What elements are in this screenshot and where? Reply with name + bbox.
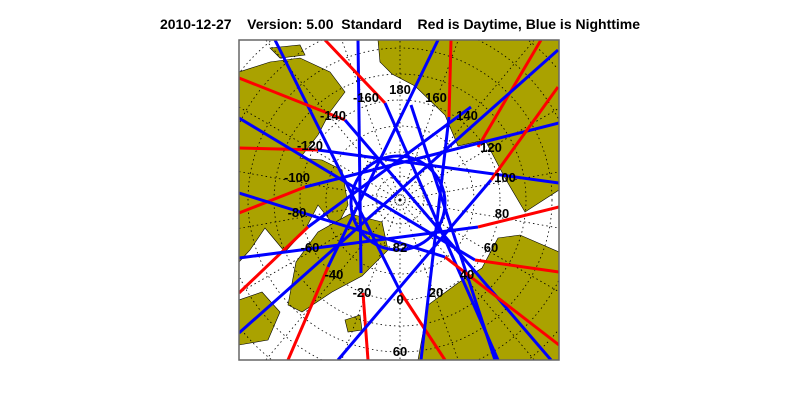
daytime-track (323, 40, 387, 105)
nighttime-track (239, 225, 479, 260)
title-mode: Standard (341, 16, 402, 32)
map-frame (238, 39, 560, 361)
latitude-circle (239, 40, 323, 123)
latitude-circle (528, 40, 558, 69)
longitude-label: 20 (429, 285, 443, 300)
land-polygon (377, 40, 559, 213)
nighttime-track (239, 48, 559, 335)
longitude-label: 160 (425, 90, 447, 105)
land-polygon (287, 213, 389, 313)
latitude-circle (239, 277, 323, 360)
longitude-line (239, 171, 401, 201)
nighttime-track (419, 116, 451, 360)
longitude-label: 40 (460, 267, 474, 282)
satellite-tracks (239, 40, 559, 360)
daytime-track (477, 205, 559, 229)
longitude-label: 120 (480, 140, 502, 155)
daytime-track (447, 40, 453, 118)
longitude-label: 140 (456, 108, 478, 123)
latitude-circle (528, 331, 558, 360)
latitude-circle (299, 99, 501, 301)
latitude-circle (325, 125, 475, 275)
longitude-label: -80 (288, 205, 307, 220)
daytime-track (399, 292, 447, 360)
latitude-circle (273, 73, 527, 327)
longitude-label: -100 (284, 170, 310, 185)
nighttime-track (326, 40, 440, 268)
daytime-track (239, 146, 319, 152)
longitude-label: 0 (396, 292, 403, 307)
nighttime-track (304, 121, 559, 189)
daytime-track (286, 266, 330, 360)
nighttime-track (336, 179, 493, 360)
longitude-line (341, 199, 401, 360)
grid-labels: 180 160 140 120 100 80 60 40 20 0 -20 -40 -60 -80 -100… (284, 82, 516, 359)
nighttime-track (409, 104, 497, 360)
plot-title: 2010-12-27 Version: 5.00 Standard Red is… (0, 16, 800, 32)
daytime-track (239, 225, 310, 295)
latitude-label: 82 (393, 240, 407, 255)
nighttime-track (317, 148, 559, 185)
daytime-track (474, 258, 559, 274)
nighttime-track-arc (349, 154, 447, 252)
daytime-track (239, 76, 346, 122)
longitude-label: -40 (325, 267, 344, 282)
nighttime-track (273, 40, 403, 294)
title-date: 2010-12-27 (159, 16, 232, 32)
latitude-circle (247, 47, 553, 353)
longitude-label: -160 (353, 90, 379, 105)
longitude-label: -120 (297, 138, 323, 153)
longitude-label: 60 (484, 240, 498, 255)
longitude-label: -20 (353, 285, 372, 300)
longitude-label: -140 (320, 108, 346, 123)
longitude-label: 180 (389, 82, 411, 97)
latitude-circle (477, 40, 559, 120)
longitude-line (265, 199, 401, 360)
longitude-line (239, 199, 401, 229)
title-version: Version: 5.00 (247, 16, 334, 32)
longitude-line (399, 199, 459, 360)
daytime-track (239, 185, 306, 215)
longitude-line (399, 40, 459, 201)
daytime-track (489, 86, 559, 181)
longitude-label: -60 (301, 240, 320, 255)
latitude-label: 60 (393, 344, 407, 359)
longitude-label: 100 (494, 170, 516, 185)
nighttime-track (307, 105, 472, 229)
daytime-track (444, 255, 559, 347)
nighttime-track (239, 116, 476, 262)
title-legend: Red is Daytime, Blue is Nighttime (417, 16, 641, 32)
nighttime-track (239, 191, 446, 259)
longitude-line (399, 40, 535, 201)
longitude-line (265, 40, 401, 201)
longitude-label: 80 (495, 206, 509, 221)
